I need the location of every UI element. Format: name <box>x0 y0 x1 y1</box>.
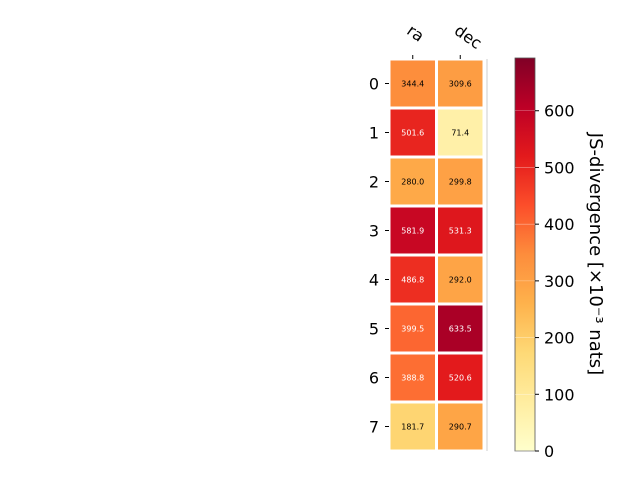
colorbar-tick-label: 500 <box>544 158 575 177</box>
cell-value-label: 344.4 <box>401 80 424 89</box>
cell-value-label: 581.9 <box>401 227 424 236</box>
colorbar-gradient <box>514 57 536 452</box>
column-label: dec <box>451 21 485 53</box>
heatmap-grid: 344.4 309.6 501.6 71.4 280.0 299.8 581.9 531.3 4… <box>387 57 486 453</box>
row-label: 0 <box>369 75 379 94</box>
heatmap-cell <box>435 106 486 159</box>
colorbar-tick-label: 0 <box>544 442 554 461</box>
heatmap-cell <box>435 253 486 306</box>
row-label: 4 <box>369 271 379 290</box>
colorbar-tick-label: 200 <box>544 329 575 348</box>
row-label: 5 <box>369 320 379 339</box>
column-label: ra <box>403 21 427 46</box>
cell-value-label: 292.0 <box>449 276 472 285</box>
colorbar-tick-label: 400 <box>544 215 575 234</box>
colorbar-tick-label: 300 <box>544 272 575 291</box>
heatmap-cell <box>435 204 486 257</box>
colorbar: 0 100 200 300 400 500 600 JS-divergence [×10⁻³… <box>514 57 606 461</box>
cell-value-label: 486.8 <box>401 276 424 285</box>
row-label: 6 <box>369 369 379 388</box>
colorbar-ticks: 0 100 200 300 400 500 600 <box>515 102 575 461</box>
heatmap-cell <box>435 155 486 208</box>
heatmap-cell <box>435 400 486 453</box>
cell-value-label: 501.6 <box>401 129 424 138</box>
cell-value-label: 520.6 <box>449 374 472 383</box>
cell-value-label: 181.7 <box>401 423 424 432</box>
row-label: 2 <box>369 173 379 192</box>
cell-value-label: 399.5 <box>401 325 424 334</box>
colorbar-tick-label: 600 <box>544 102 575 121</box>
row-label: 7 <box>369 418 379 437</box>
colorbar-tick-label: 100 <box>544 385 575 404</box>
cell-value-label: 309.6 <box>449 80 472 89</box>
row-label: 3 <box>369 222 379 241</box>
cell-value-label: 633.5 <box>449 325 472 334</box>
cell-value-label: 290.7 <box>449 423 472 432</box>
cell-value-label: 531.3 <box>449 227 472 236</box>
cell-value-label: 71.4 <box>451 129 469 138</box>
cell-value-label: 299.8 <box>449 178 472 187</box>
cell-value-label: 388.8 <box>401 374 424 383</box>
cell-value-label: 280.0 <box>401 178 424 187</box>
colorbar-label: JS-divergence [×10⁻³ nats] <box>585 132 606 375</box>
row-label: 1 <box>369 124 379 143</box>
